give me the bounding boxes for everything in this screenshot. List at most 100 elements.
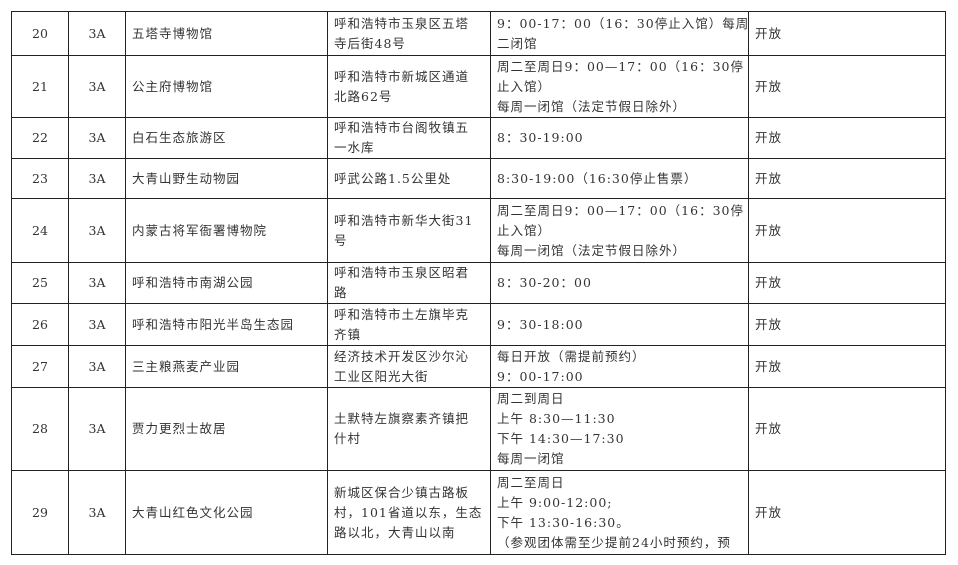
hours-line: （参观团体需至少提前24小时预约，预 [497, 534, 731, 550]
address-line: 工业区阳光大街 [334, 368, 429, 384]
cell-number: 21 [11, 55, 69, 118]
address-line: 呼和浩特市台阁牧镇五 [334, 120, 470, 135]
cell-level: 3A [68, 158, 126, 199]
address-line: 路 [334, 285, 348, 300]
cell-hours: 周二到周日上午 8:30—11:30 下午 14:30—17:30 每周一闭馆 [490, 387, 749, 471]
hours-line: 每周一闭馆（法定节假日除外） [497, 242, 687, 258]
cell-hours: 每日开放（需提前预约） 9：00-17:00 [490, 345, 749, 388]
cell-level: 3A [68, 303, 126, 346]
cell-address: 经济技术开发区沙尔沁 工业区阳光大街 [327, 345, 491, 388]
cell-name: 内蒙古将军衙署博物院 [125, 198, 328, 263]
address-line: 什村 [334, 431, 362, 446]
cell-level: 3A [68, 117, 126, 159]
hours-line: 每周一闭馆（法定节假日除外） [497, 98, 687, 114]
cell-name: 公主府博物馆 [125, 55, 328, 118]
hours-line: 8:30-19:00（16:30停止售票） [497, 170, 698, 186]
hours-line: 周二至周日 [497, 474, 565, 490]
address-line: 呼和浩特市土左旗毕克 [334, 306, 470, 322]
hours-line: 每日开放（需提前预约） [497, 348, 646, 364]
cell-address: 新城区保合少镇古路板 村，101省道以东，生态 路以北，大青山以南 [327, 470, 491, 555]
cell-hours: 8：30-20：00 [490, 262, 749, 304]
cell-level: 3A [68, 262, 126, 304]
address-line: 土默特左旗察素齐镇把 [334, 411, 470, 426]
hours-line: 止入馆） [497, 78, 552, 94]
cell-number: 25 [11, 262, 69, 304]
hours-line: 二闭馆 [497, 35, 538, 51]
hours-line: 周二到周日 [497, 391, 565, 406]
hours-line: 每周一闭馆 [497, 451, 565, 466]
address-line: 呼和浩特市玉泉区昭君 [334, 265, 470, 280]
table-row: 26 3A 呼和浩特市阳光半岛生态园 呼和浩特市土左旗毕克 齐镇 9：30-18:00 开放 [11, 303, 946, 346]
cell-status: 开放 [748, 303, 946, 346]
cell-number: 29 [11, 470, 69, 555]
hours-line: 下午 13:30-16:30。 [497, 514, 630, 530]
hours-line: 9：00-17:00 [497, 368, 584, 384]
cell-address: 呼和浩特市玉泉区昭君路 [327, 262, 491, 304]
table-row: 27 3A 三主粮燕麦产业园 经济技术开发区沙尔沁 工业区阳光大街 每日开放（需提前预约）… [11, 345, 946, 388]
cell-number: 24 [11, 198, 69, 263]
cell-level: 3A [68, 198, 126, 263]
cell-name: 呼和浩特市阳光半岛生态园 [125, 303, 328, 346]
hours-line: 周二至周日9：00—17：00（16：30停 [497, 202, 744, 218]
cell-number: 22 [11, 117, 69, 159]
address-line: 一水库 [334, 140, 375, 155]
cell-hours: 8:30-19:00（16:30停止售票） [490, 158, 749, 199]
cell-status: 开放 [748, 387, 946, 471]
address-line: 号 [334, 232, 348, 248]
cell-status: 开放 [748, 55, 946, 118]
address-line: 呼和浩特市新华大街31 [334, 212, 474, 228]
cell-address: 呼和浩特市玉泉区五塔 寺后街48号 [327, 11, 491, 56]
cell-address: 呼和浩特市新华大街31 号 [327, 198, 491, 263]
cell-address: 呼和浩特市新城区通道 北路62号 [327, 55, 491, 118]
address-line: 新城区保合少镇古路板 [334, 484, 470, 500]
table-row: 21 3A 公主府博物馆 呼和浩特市新城区通道 北路62号 周二至周日9：00—17：00… [11, 55, 946, 118]
hours-line: 下午 14:30—17:30 [497, 431, 625, 446]
cell-hours: 9：00-17：00（16：30停止入馆）每周 二闭馆 [490, 11, 750, 56]
cell-hours: 周二至周日9：00—17：00（16：30停 止入馆） 每周一闭馆（法定节假日除外） [490, 55, 749, 118]
cell-level: 3A [68, 55, 126, 118]
address-line: 路以北，大青山以南 [334, 524, 456, 540]
table-row: 29 3A 大青山红色文化公园 新城区保合少镇古路板 村，101省道以东，生态 路以北，大… [11, 470, 946, 555]
table-row: 24 3A 内蒙古将军衙署博物院 呼和浩特市新华大街31 号 周二至周日9：00—17：0… [11, 198, 946, 263]
address-line: 寺后街48号 [334, 35, 406, 51]
cell-status: 开放 [748, 345, 946, 388]
cell-name: 呼和浩特市南湖公园 [125, 262, 328, 304]
hours-line: 8：30-19:00 [497, 130, 584, 145]
hours-line: 8：30-20：00 [497, 275, 592, 290]
cell-level: 3A [68, 387, 126, 471]
cell-number: 20 [11, 11, 69, 56]
hours-line: 上午 8:30—11:30 [497, 411, 616, 426]
address-line: 呼和浩特市新城区通道 [334, 68, 470, 84]
cell-address: 呼和浩特市土左旗毕克 齐镇 [327, 303, 491, 346]
cell-hours: 周二至周日上午 9:00-12:00; 下午 13:30-16:30。 （参观团体需… [490, 470, 749, 555]
table-row: 28 3A 贾力更烈士故居 土默特左旗察素齐镇把 什村 周二到周日 上午 8:30—11:3… [11, 387, 946, 471]
table-row: 25 3A 呼和浩特市南湖公园 呼和浩特市玉泉区昭君路 8：30-20：00 开放 [11, 262, 946, 304]
cell-level: 3A [68, 470, 126, 555]
cell-status: 开放 [748, 158, 946, 199]
cell-status: 开放 [748, 262, 946, 304]
cell-address: 土默特左旗察素齐镇把 什村 [327, 387, 491, 471]
address-line: 村，101省道以东，生态 [334, 504, 483, 520]
cell-name: 白石生态旅游区 [125, 117, 328, 159]
table-row: 20 3A 五塔寺博物馆 呼和浩特市玉泉区五塔 寺后街48号 9：00-17：00（16：… [11, 11, 946, 56]
address-line: 齐镇 [334, 326, 362, 342]
table-row: 23 3A 大青山野生动物园 呼武公路1.5公里处 8:30-19:00（16:30停止… [11, 158, 946, 199]
hours-line: 上午 9:00-12:00; [497, 494, 613, 510]
hours-line: 周二至周日9：00—17：00（16：30停 [497, 58, 744, 74]
cell-hours: 9：30-18:00 [490, 303, 749, 346]
cell-address: 呼和浩特市台阁牧镇五 一水库 [327, 117, 491, 159]
cell-status: 开放 [748, 198, 946, 263]
cell-status: 开放 [748, 470, 946, 555]
cell-number: 28 [11, 387, 69, 471]
table-row: 22 3A 白石生态旅游区 呼和浩特市台阁牧镇五 一水库 8：30-19:00 开放 [11, 117, 946, 159]
hours-line: 9：30-18:00 [497, 316, 584, 332]
hours-line: 9：00-17：00（16：30停止入馆）每周 [497, 15, 750, 31]
cell-hours: 8：30-19:00 [490, 117, 749, 159]
cell-address: 呼武公路1.5公里处 [327, 158, 491, 199]
cell-status: 开放 [748, 117, 946, 159]
cell-name: 大青山红色文化公园 [125, 470, 328, 555]
cell-name: 大青山野生动物园 [125, 158, 328, 199]
address-line: 呼和浩特市玉泉区五塔 [334, 15, 470, 31]
address-line: 北路62号 [334, 88, 393, 104]
cell-number: 26 [11, 303, 69, 346]
